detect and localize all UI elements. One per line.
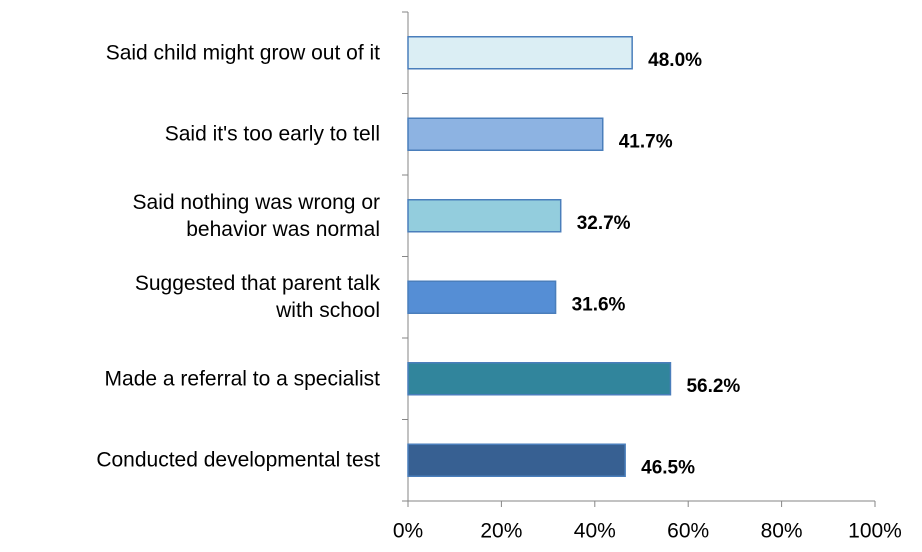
x-tick-label: 80% — [761, 520, 803, 543]
value-label: 41.7% — [619, 131, 673, 152]
x-tick-label: 0% — [393, 520, 423, 543]
bar — [407, 362, 672, 396]
y-tick-label: Suggested that parent talk with school — [134, 272, 380, 323]
y-tick-label: Conducted developmental test — [96, 448, 380, 472]
y-tick-label: Said nothing was wrong or behavior was n… — [132, 190, 380, 241]
bar — [407, 117, 604, 151]
value-label: 48.0% — [648, 50, 702, 71]
x-tick-label: 40% — [574, 520, 616, 543]
bar — [407, 443, 626, 477]
bar — [407, 199, 562, 233]
x-tick-label: 60% — [667, 520, 709, 543]
bar — [407, 280, 557, 314]
value-label: 32.7% — [577, 213, 631, 234]
y-tick-label: Made a referral to a specialist — [104, 367, 380, 391]
value-label: 31.6% — [572, 294, 626, 315]
y-tick-label: Said it's too early to tell — [164, 122, 380, 146]
value-label: 56.2% — [686, 376, 740, 397]
y-tick-label: Said child might grow out of it — [105, 41, 380, 65]
bar — [407, 36, 633, 70]
value-label: 46.5% — [641, 457, 695, 478]
x-tick-label: 20% — [480, 520, 522, 543]
x-tick-label: 100% — [848, 520, 902, 543]
